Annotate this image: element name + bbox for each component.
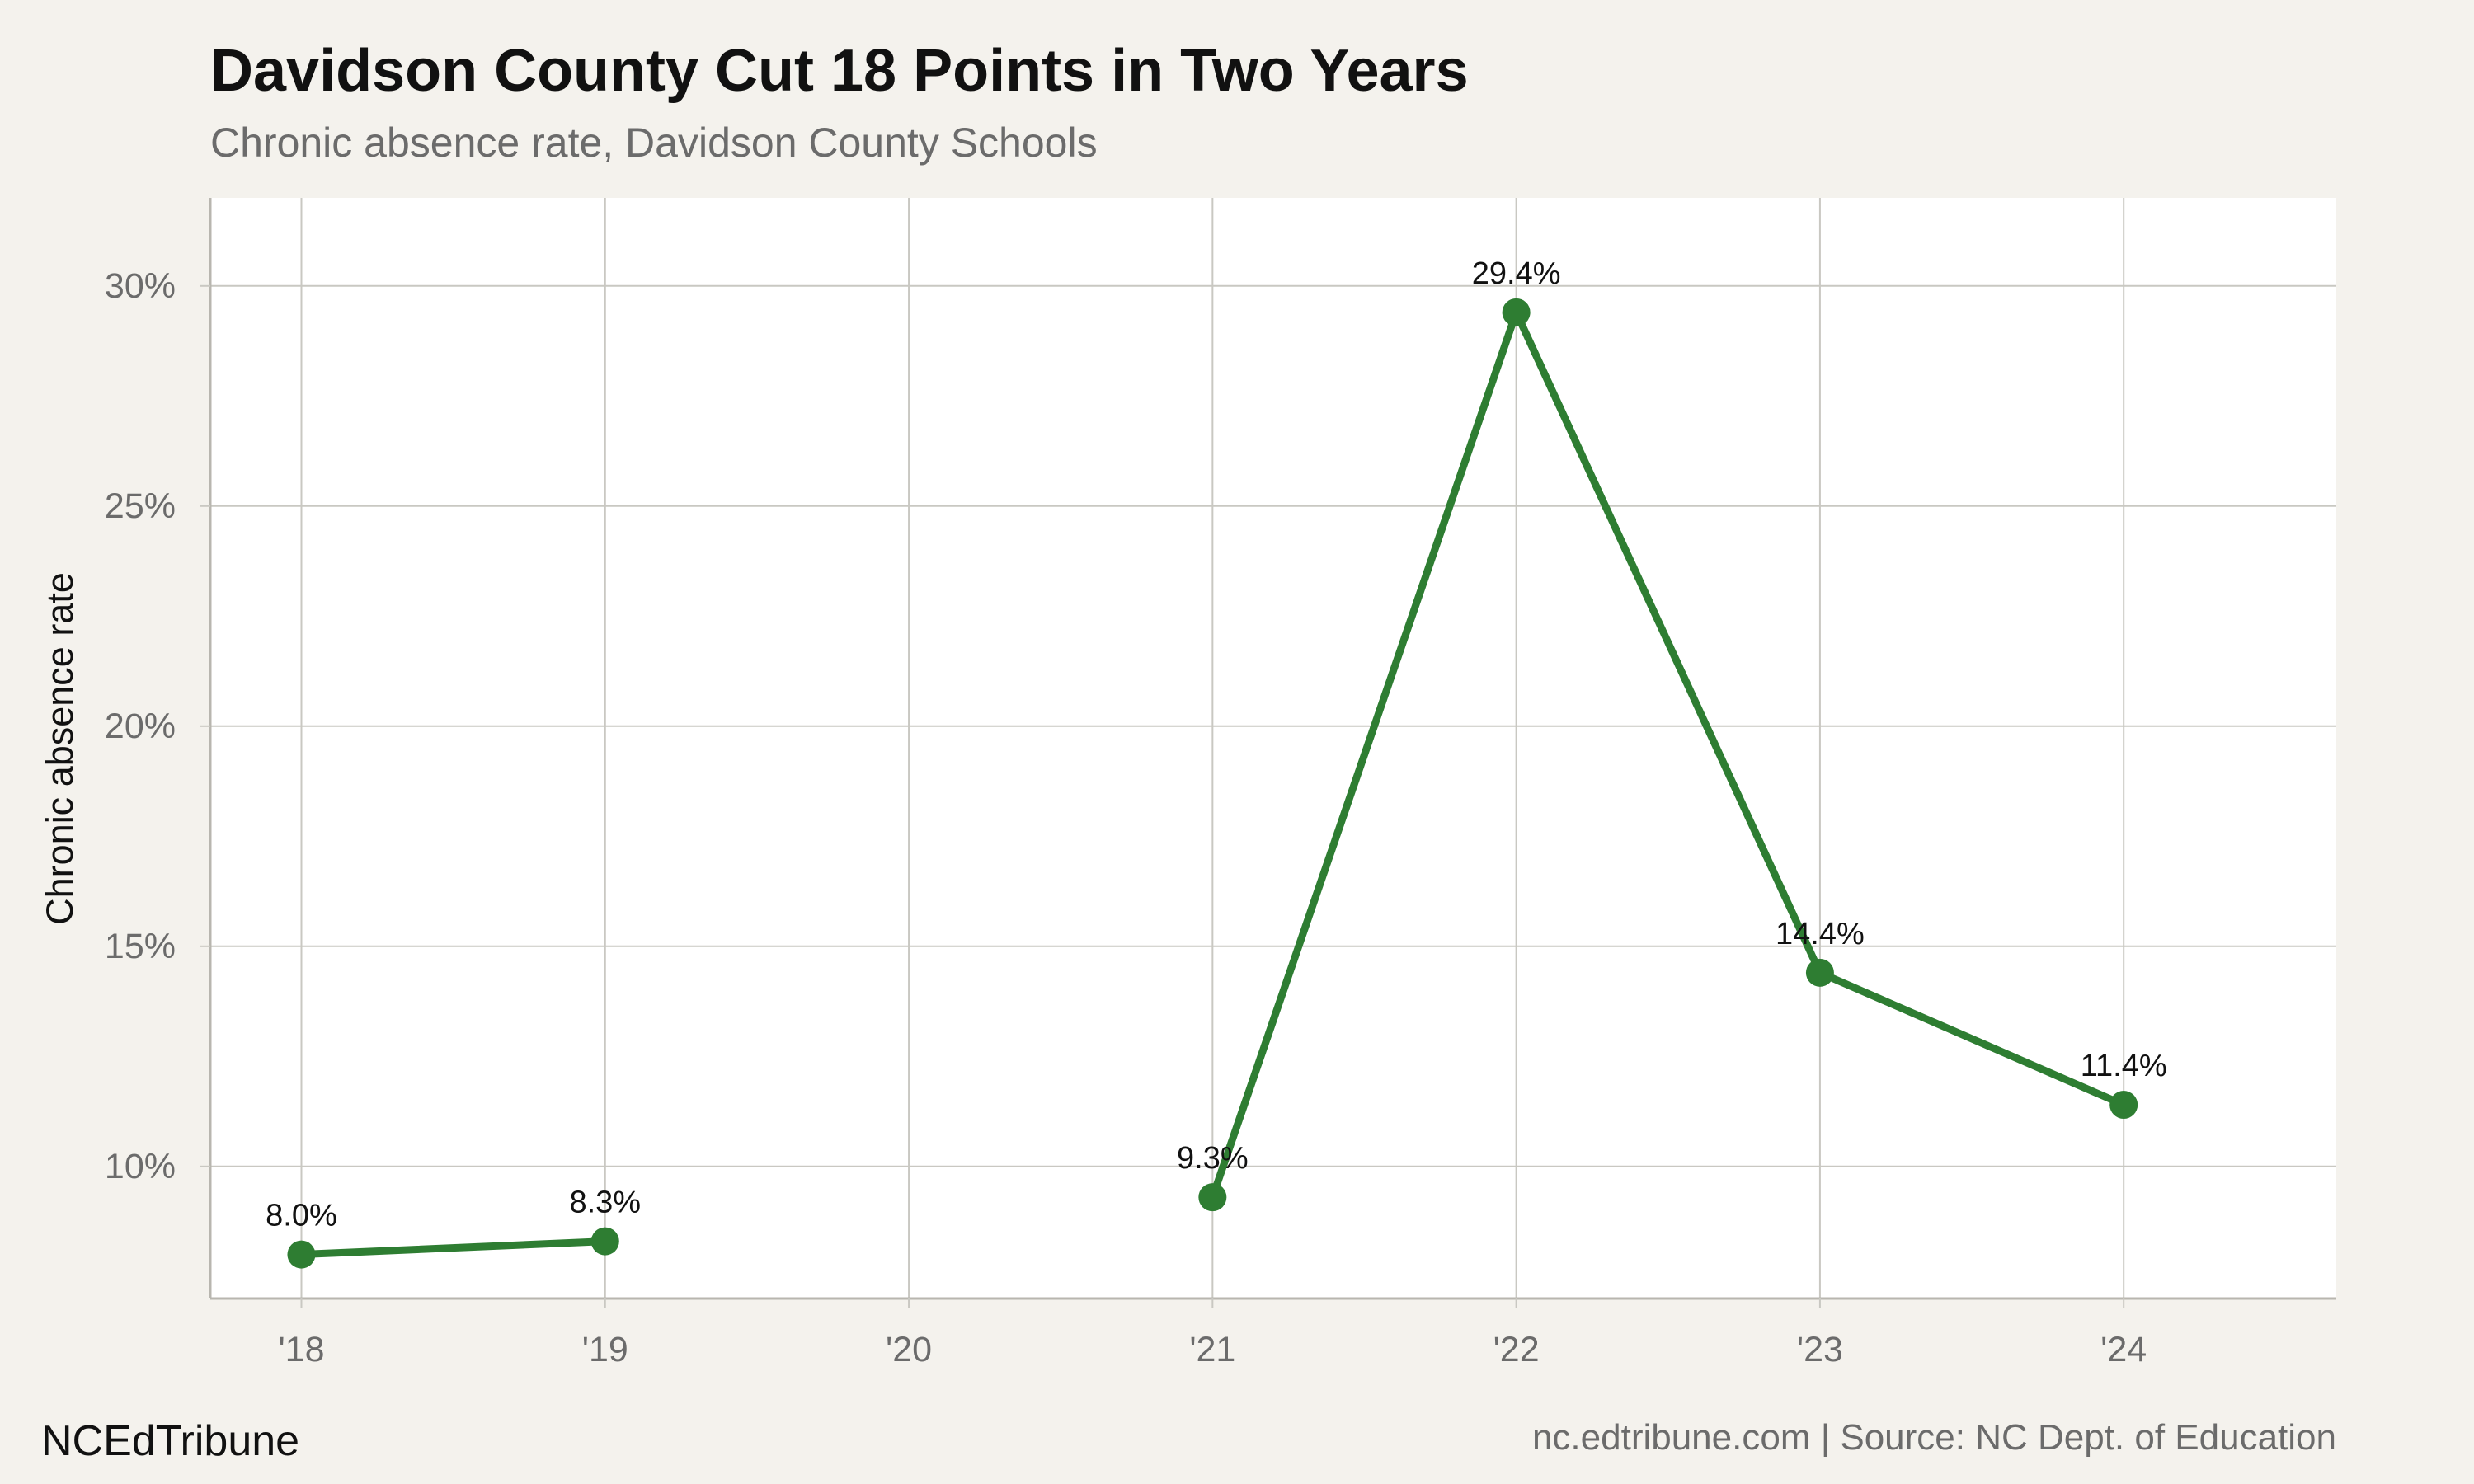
x-tick-label: '21 — [1189, 1330, 1235, 1369]
labels-layer: 8.0% 8.3% 9.3% 29.4% 14.4% 11.4% — [266, 256, 2166, 1233]
chart-subtitle: Chronic absence rate, Davidson County Sc… — [210, 120, 1098, 166]
data-label: 8.3% — [569, 1186, 641, 1220]
y-tick-label: 10% — [105, 1147, 176, 1186]
data-label: 29.4% — [1472, 256, 1561, 291]
data-point — [590, 1227, 619, 1256]
data-label: 9.3% — [1177, 1141, 1249, 1176]
x-tick-label: '23 — [1797, 1330, 1843, 1369]
series-line-segment — [297, 1237, 609, 1259]
y-tick-label: 20% — [105, 707, 176, 746]
footer-brand: NCEdTribune — [41, 1417, 299, 1465]
y-tick-label: 25% — [105, 486, 176, 526]
x-tick-label: '20 — [886, 1330, 932, 1369]
x-tick-label: '18 — [278, 1330, 324, 1369]
x-tick-label: '24 — [2100, 1330, 2147, 1369]
y-axis-title: Chronic absence rate — [39, 572, 81, 925]
series-layer — [287, 298, 2138, 1269]
footer-source: nc.edtribune.com | Source: NC Dept. of E… — [1532, 1417, 2336, 1458]
data-point — [1502, 298, 1531, 326]
data-point — [287, 1240, 316, 1269]
grid-layer — [210, 198, 2336, 1298]
y-tick-label: 30% — [105, 266, 176, 306]
ticks-layer: '18 '19 '20 '21 '22 '23 '24 10% 15% 20% 25% 30% — [105, 266, 2147, 1369]
data-point — [1805, 958, 1834, 987]
chart-title: Davidson County Cut 18 Points in Two Yea… — [210, 38, 1469, 104]
data-label: 14.4% — [1776, 917, 1865, 951]
series-line-segment — [1208, 308, 2128, 1201]
x-tick-label: '22 — [1493, 1330, 1540, 1369]
data-label: 8.0% — [266, 1199, 337, 1233]
axes-layer — [209, 198, 2336, 1300]
x-tick-label: '19 — [582, 1330, 628, 1369]
plot-background — [210, 198, 2336, 1298]
y-tick-label: 15% — [105, 927, 176, 966]
data-label: 11.4% — [2081, 1049, 2167, 1083]
data-point — [2109, 1091, 2138, 1120]
data-point — [1198, 1183, 1227, 1212]
